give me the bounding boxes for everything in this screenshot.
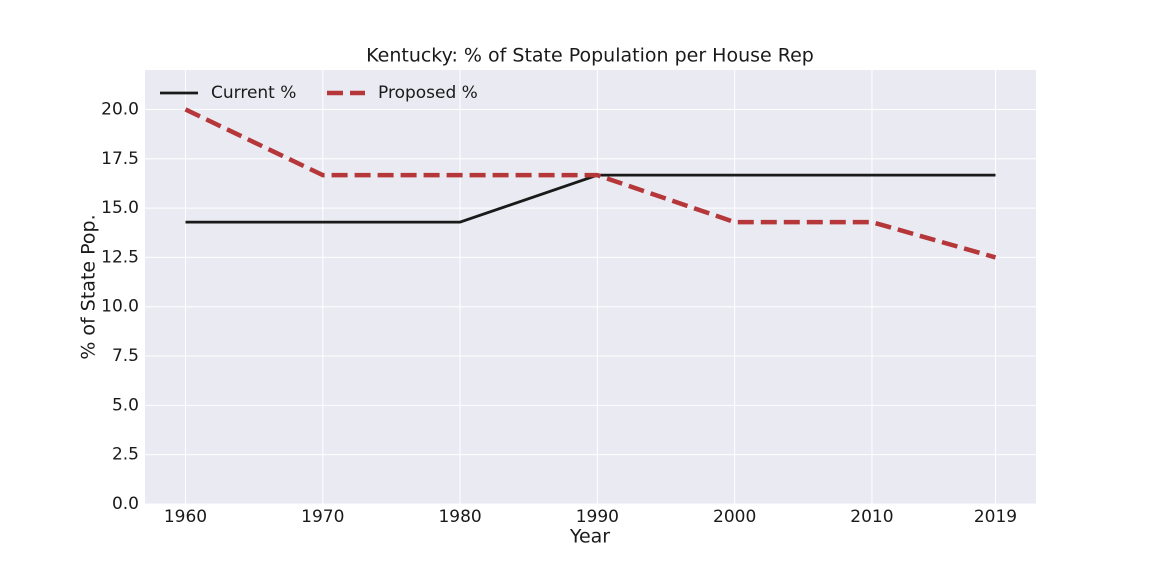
x-axis-label: Year [569, 526, 610, 548]
plot-area [145, 70, 1036, 504]
x-tick-label: 1970 [301, 507, 344, 527]
y-tick-label: 7.5 [112, 346, 139, 366]
legend-label: Proposed % [378, 83, 478, 103]
y-tick-label: 15.0 [101, 198, 139, 218]
x-tick-label: 1980 [438, 507, 481, 527]
x-tick-label: 2000 [713, 507, 756, 527]
x-tick-label: 1990 [576, 507, 619, 527]
y-tick-label: 17.5 [101, 149, 139, 169]
y-tick-label: 2.5 [112, 445, 139, 465]
series-line [184, 107, 997, 260]
y-tick-label: 12.5 [101, 247, 139, 267]
y-tick-label: 10.0 [101, 297, 139, 317]
y-axis-label: % of State Pop. [78, 214, 100, 359]
x-tick-label: 2019 [974, 507, 1017, 527]
chart-title: Kentucky: % of State Population per Hous… [366, 45, 814, 67]
x-tick-label: 2010 [850, 507, 893, 527]
y-tick-label: 0.0 [112, 494, 139, 514]
y-tick-label: 5.0 [112, 395, 139, 415]
y-tick-label: 20.0 [101, 99, 139, 119]
x-tick-label: 1960 [164, 507, 207, 527]
legend-label: Current % [211, 83, 296, 103]
